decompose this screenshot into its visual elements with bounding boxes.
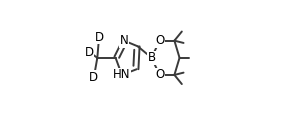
Text: D: D — [94, 31, 104, 44]
Text: B: B — [148, 51, 156, 64]
Text: D: D — [89, 71, 98, 84]
Text: O: O — [155, 34, 164, 47]
Text: D: D — [85, 46, 94, 59]
Text: N: N — [120, 34, 128, 47]
Text: O: O — [155, 68, 164, 81]
Text: HN: HN — [113, 68, 131, 81]
